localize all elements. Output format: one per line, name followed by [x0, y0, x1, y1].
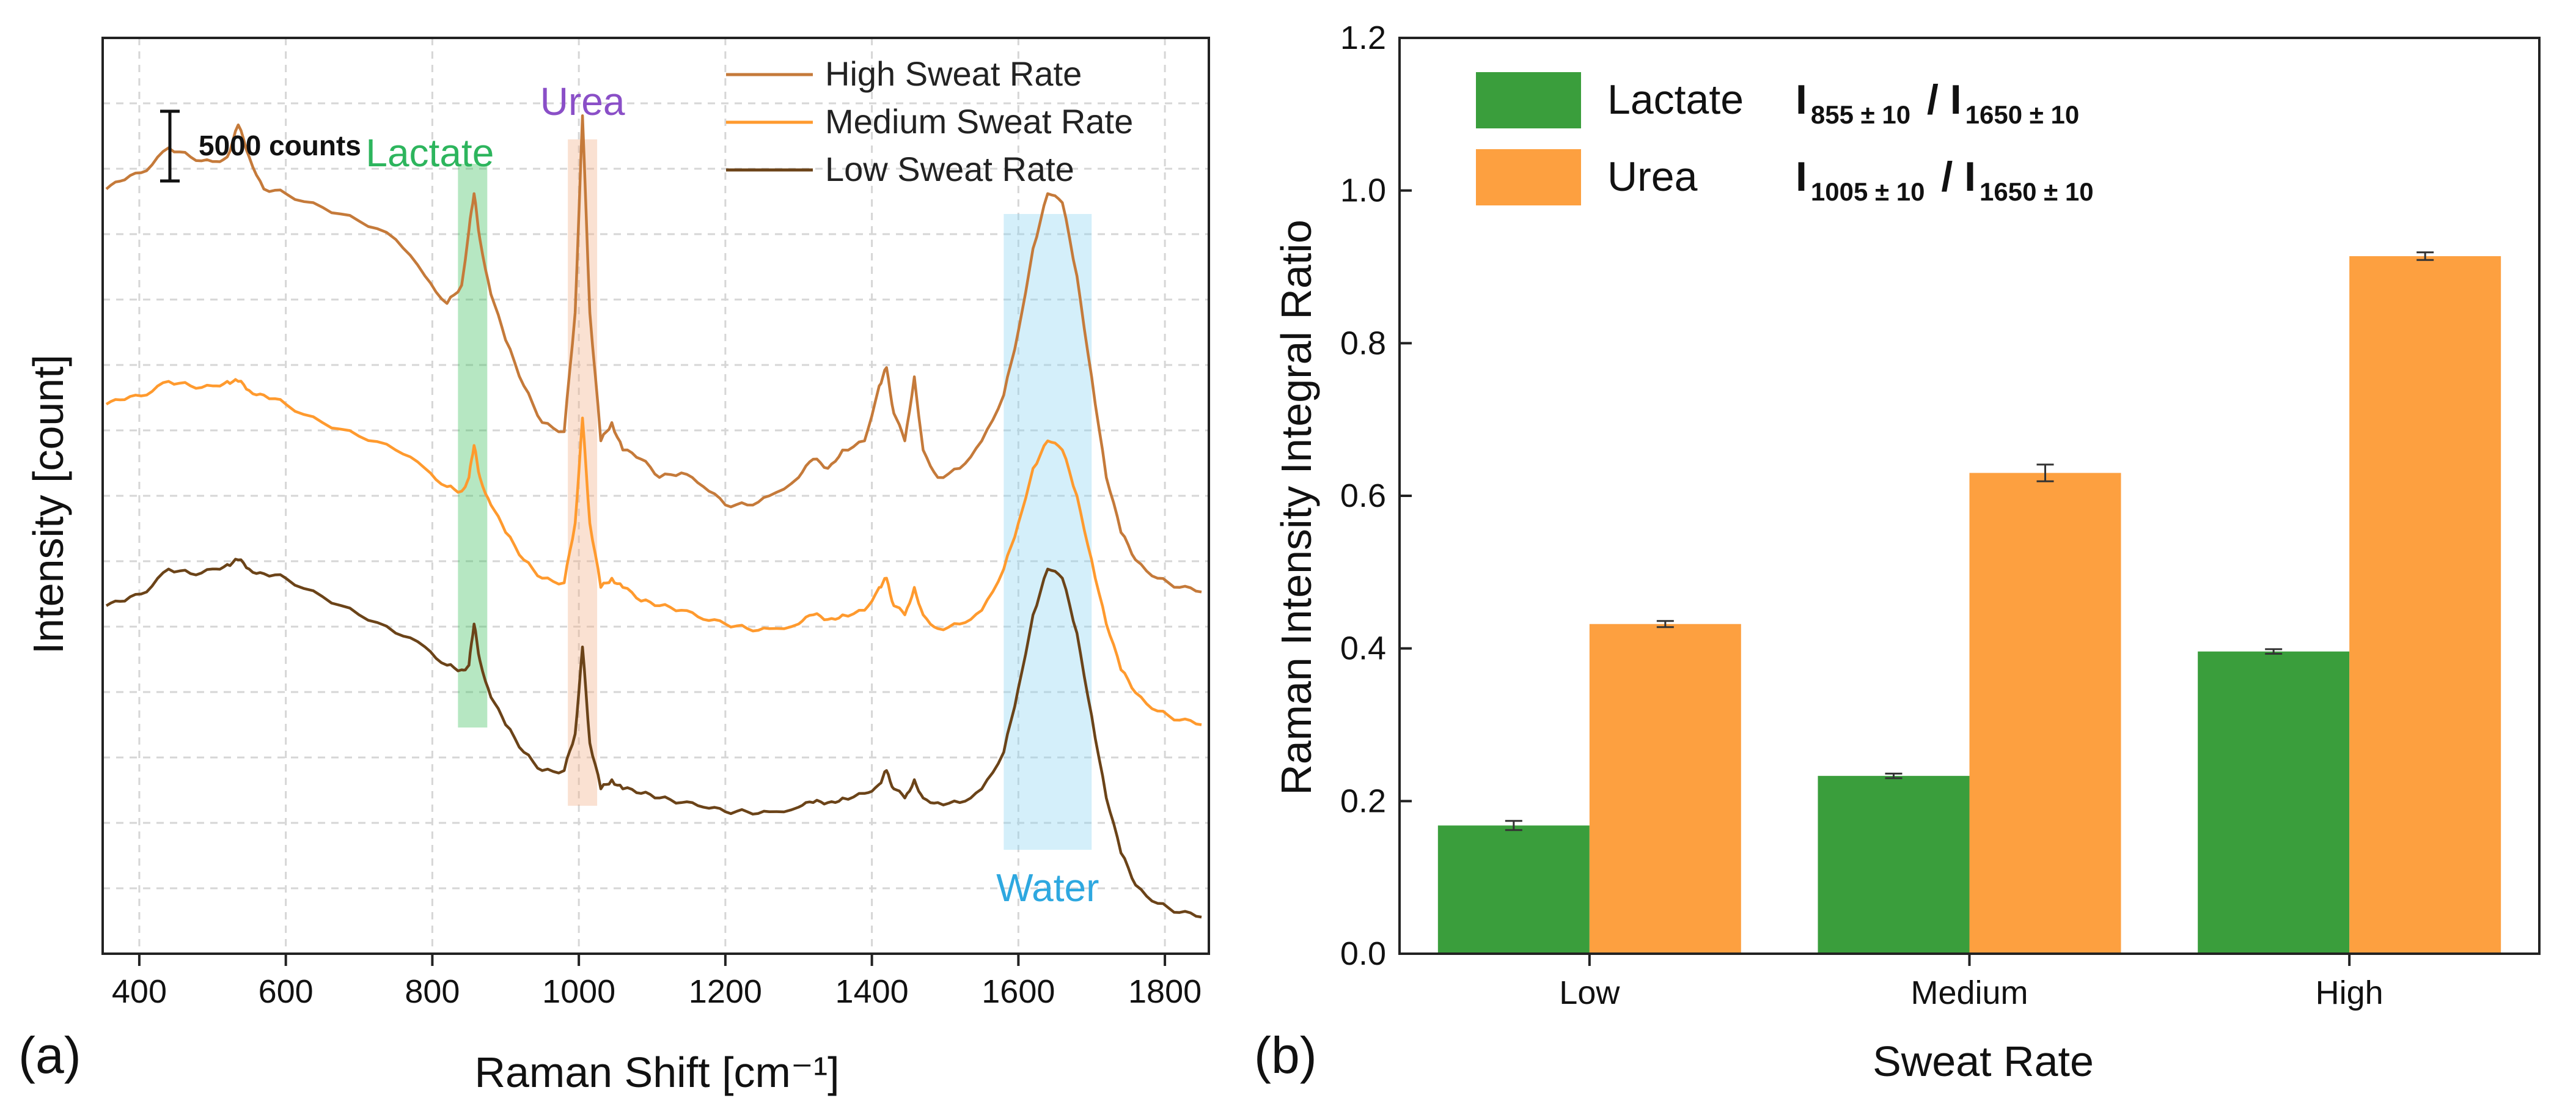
x-axis-title: Sweat Rate — [1873, 1037, 2094, 1085]
x-tick-label: 800 — [405, 973, 460, 1010]
x-axis-title: Raman Shift [cm⁻¹] — [474, 1048, 839, 1096]
panel-label-b: (b) — [1254, 1026, 1317, 1084]
spectrum-lines — [105, 114, 1202, 919]
band-label-lactate: Lactate — [365, 131, 494, 175]
band-label-water: Water — [996, 866, 1099, 910]
legend-swatch — [1476, 72, 1581, 128]
y-tick-label: 1.2 — [1340, 20, 1386, 56]
formula-subscript: 1650 ± 10 — [1980, 177, 2094, 206]
panel-label-a: (a) — [18, 1026, 81, 1084]
x-tick-label: 1000 — [542, 973, 615, 1010]
scale-bar: 5000 counts — [160, 109, 361, 183]
formula-term: / I — [1929, 153, 1976, 200]
band-label-urea: Urea — [540, 79, 625, 123]
formula-subscript: 1005 ± 10 — [1811, 177, 1925, 206]
x-tick-label: 1600 — [982, 973, 1055, 1010]
legend-formula: I 1005 ± 10 / I 1650 ± 10 — [1796, 153, 2094, 206]
band-labels: Lactate Urea Water — [365, 79, 1099, 910]
y-tick-label: 0.4 — [1340, 630, 1386, 667]
raman-spectra-chart: 400 600 800 1000 1200 1400 1600 1800 Lactate Ure… — [18, 37, 1210, 1096]
band-water — [1004, 214, 1092, 850]
x-tick-label: Medium — [1910, 974, 2028, 1011]
x-axis-ticks: Low Medium High — [1559, 954, 2383, 1011]
highlight-bands — [458, 139, 1092, 850]
error-bars — [1505, 251, 2434, 831]
ratio-bar-chart: 0.0 0.2 0.4 0.6 0.8 1.0 1.2 Low Medium High Lact… — [1254, 20, 2541, 1085]
bars — [1437, 256, 2501, 954]
formula-subscript: 1650 ± 10 — [1965, 100, 2080, 129]
legend-label: Medium Sweat Rate — [825, 102, 1133, 141]
y-tick-label: 0.6 — [1340, 477, 1386, 514]
x-tick-label: 600 — [259, 973, 314, 1010]
legend-swatch — [1476, 149, 1581, 205]
bar-urea-high — [2349, 256, 2501, 954]
x-tick-label: 1400 — [835, 973, 909, 1010]
y-tick-label: 0.2 — [1340, 783, 1386, 819]
x-axis-ticks: 400 600 800 1000 1200 1400 1600 1800 — [112, 954, 1202, 1010]
x-tick-label: 400 — [112, 973, 167, 1010]
series-line-low-sweat-rate — [105, 558, 1202, 919]
y-axis-ticks: 0.0 0.2 0.4 0.6 0.8 1.0 1.2 — [1340, 20, 1412, 972]
band-urea — [568, 139, 598, 806]
y-axis-title: Intensity [count] — [24, 355, 72, 654]
legend: High Sweat Rate Medium Sweat Rate Low Swea… — [726, 54, 1133, 188]
x-tick-label: 1800 — [1128, 973, 1202, 1010]
x-tick-label: 1200 — [689, 973, 762, 1010]
y-axis-title: Raman Intensity Integral Ratio — [1272, 219, 1320, 795]
y-tick-label: 1.0 — [1340, 172, 1386, 209]
legend-label: Lactate — [1607, 76, 1744, 123]
plot-frame — [101, 37, 1210, 955]
formula-term: / I — [1915, 76, 1962, 123]
series-line-high-sweat-rate — [105, 114, 1202, 594]
bar-urea-low — [1589, 624, 1741, 954]
formula-subscript: 855 ± 10 — [1811, 100, 1910, 129]
bar-lactate-low — [1437, 825, 1590, 954]
series-line-medium-sweat-rate — [105, 378, 1202, 726]
formula-term: I — [1796, 76, 1807, 123]
scale-bar-label: 5000 counts — [199, 130, 361, 161]
bar-lactate-medium — [1818, 776, 1970, 954]
bar-urea-medium — [1969, 473, 2121, 954]
legend-label: Low Sweat Rate — [825, 150, 1074, 188]
legend-formula: I 855 ± 10 / I 1650 ± 10 — [1796, 76, 2079, 129]
y-tick-label: 0.8 — [1340, 325, 1386, 361]
bar-lactate-high — [2198, 651, 2350, 954]
x-tick-label: Low — [1559, 974, 1620, 1011]
x-tick-label: High — [2316, 974, 2383, 1011]
legend-label: Urea — [1607, 153, 1698, 200]
legend-label: High Sweat Rate — [825, 54, 1082, 93]
y-tick-label: 0.0 — [1340, 935, 1386, 972]
formula-term: I — [1796, 153, 1807, 200]
